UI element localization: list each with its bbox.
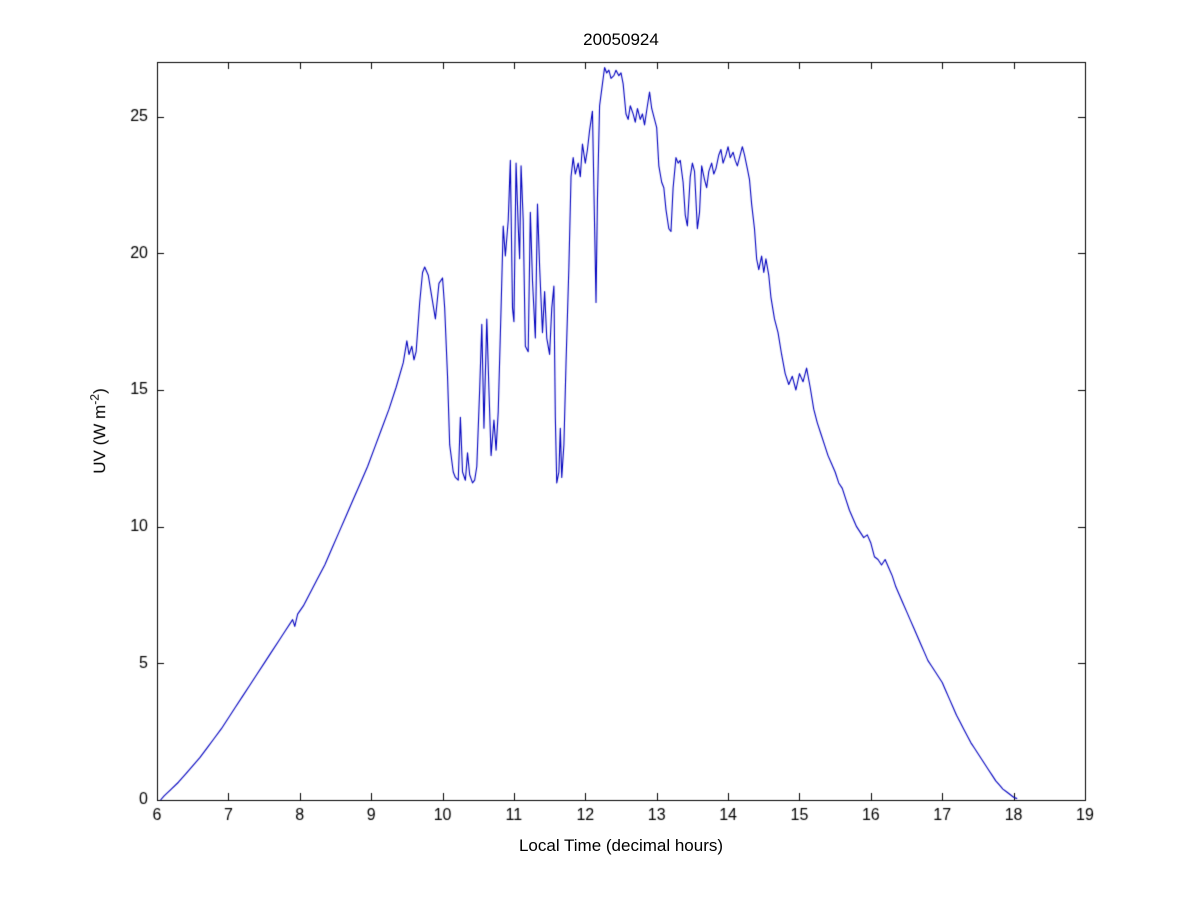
x-axis-label: Local Time (decimal hours) <box>518 836 724 855</box>
y-axis-label-suffix: ) <box>90 388 110 394</box>
y-axis-label-superscript: -2 <box>87 393 102 405</box>
plot-title: 20050924 <box>583 30 659 49</box>
y-axis-label: UV (W m-2) <box>88 388 111 474</box>
y-axis-label-prefix: UV (W m <box>90 404 110 474</box>
